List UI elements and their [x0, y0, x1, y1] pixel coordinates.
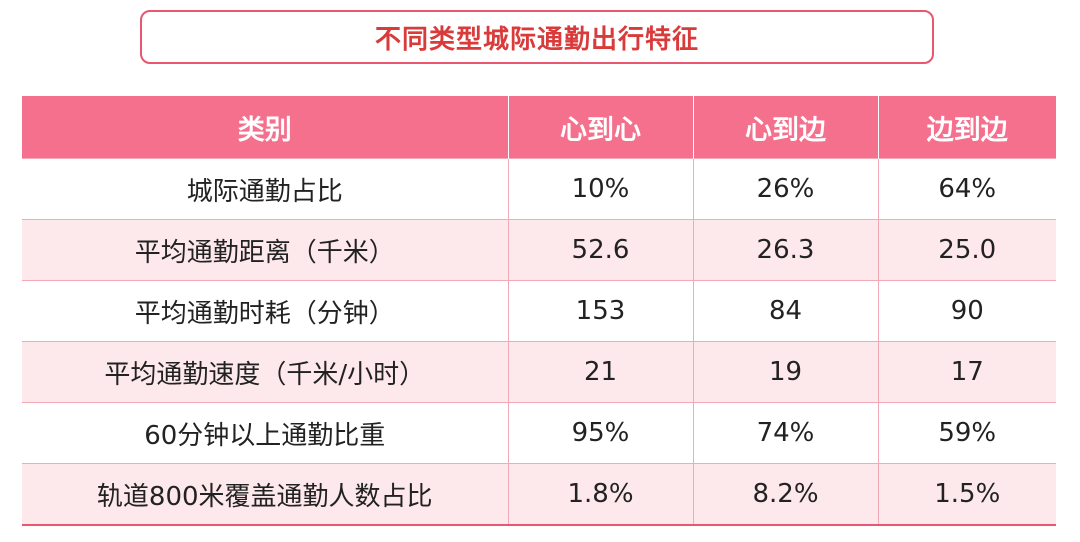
column-header-core-to-core: 心到心 [508, 96, 694, 159]
table-row: 60分钟以上通勤比重 95% 74% 59% [22, 402, 1056, 464]
table-row: 平均通勤时耗（分钟） 153 84 90 [22, 280, 1056, 342]
table-cell: 1.5% [878, 463, 1056, 526]
table-cell: 59% [878, 402, 1056, 464]
table-cell: 17 [878, 341, 1056, 403]
table-cell: 25.0 [878, 219, 1056, 281]
row-label: 平均通勤距离（千米） [22, 219, 509, 281]
table-cell: 21 [508, 341, 694, 403]
column-header-category: 类别 [22, 96, 509, 159]
table-cell: 64% [878, 158, 1056, 220]
table-cell: 52.6 [508, 219, 694, 281]
column-header-edge-to-edge: 边到边 [878, 96, 1056, 159]
table-cell: 8.2% [693, 463, 879, 526]
table-row: 轨道800米覆盖通勤人数占比 1.8% 8.2% 1.5% [22, 463, 1056, 526]
table-row: 平均通勤距离（千米） 52.6 26.3 25.0 [22, 219, 1056, 281]
table-cell: 95% [508, 402, 694, 464]
table-cell: 74% [693, 402, 879, 464]
table-cell: 90 [878, 280, 1056, 342]
header-row: 类别 心到心 心到边 边到边 [22, 96, 1056, 159]
table-cell: 10% [508, 158, 694, 220]
table-cell: 84 [693, 280, 879, 342]
row-label: 平均通勤速度（千米/小时） [22, 341, 509, 403]
table-cell: 1.8% [508, 463, 694, 526]
table-row: 城际通勤占比 10% 26% 64% [22, 158, 1056, 220]
table-cell: 26.3 [693, 219, 879, 281]
table-cell: 153 [508, 280, 694, 342]
table-cell: 19 [693, 341, 879, 403]
data-table: 类别 心到心 心到边 边到边 城际通勤占比 10% 26% 64% 平均通勤距离… [22, 96, 1056, 526]
table-title: 不同类型城际通勤出行特征 [140, 10, 934, 64]
row-label: 平均通勤时耗（分钟） [22, 280, 509, 342]
row-label: 城际通勤占比 [22, 158, 509, 220]
column-header-core-to-edge: 心到边 [693, 96, 879, 159]
row-label: 轨道800米覆盖通勤人数占比 [22, 463, 509, 526]
table-row: 平均通勤速度（千米/小时） 21 19 17 [22, 341, 1056, 403]
row-label: 60分钟以上通勤比重 [22, 402, 509, 464]
table-cell: 26% [693, 158, 879, 220]
